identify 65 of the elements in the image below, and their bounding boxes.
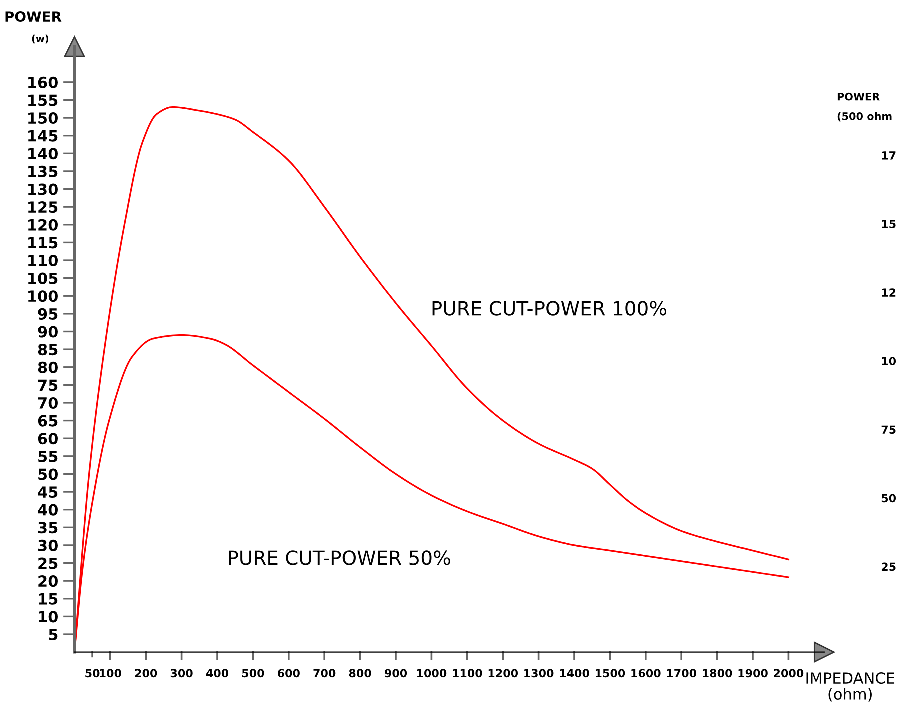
y-tick-label: 45 bbox=[38, 486, 58, 498]
x-tick-label: 1800 bbox=[703, 669, 732, 678]
x-tick-label: 1100 bbox=[453, 669, 482, 678]
text: 25 bbox=[882, 562, 896, 572]
y-tick-label: 70 bbox=[38, 397, 58, 410]
y-tick-label: 65 bbox=[38, 415, 58, 427]
text: 15 bbox=[882, 220, 896, 228]
y-tick-label: 100 bbox=[28, 290, 58, 302]
text: 12 bbox=[882, 288, 896, 297]
annotation: PURE CUT-POWER 100% bbox=[432, 301, 667, 316]
x-tick-label: 50 bbox=[86, 669, 100, 678]
x-tick-label: 600 bbox=[278, 669, 300, 678]
x-tick-label: 200 bbox=[135, 669, 158, 678]
y-tick-label: 75 bbox=[38, 380, 58, 392]
y-tick-label: 95 bbox=[38, 308, 58, 320]
x-tick-label: 300 bbox=[170, 669, 193, 678]
y-axis-title: POWER (w) bbox=[6, 12, 62, 44]
x-tick-label: 800 bbox=[349, 669, 372, 678]
x-tick-label: 1400 bbox=[560, 669, 590, 678]
y-tick-label: 55 bbox=[38, 451, 58, 462]
y-tick-label: 90 bbox=[38, 326, 58, 338]
y-tick-label: 160 bbox=[28, 76, 58, 88]
x-tick-label: 1000 bbox=[417, 669, 447, 678]
text: 50 bbox=[882, 494, 896, 503]
y-tick-label: 35 bbox=[38, 522, 58, 534]
y-tick-label: 40 bbox=[38, 504, 58, 516]
y-tick-label: 115 bbox=[28, 237, 58, 249]
y-tick-label: 10 bbox=[39, 611, 58, 623]
text: 17 bbox=[882, 152, 896, 160]
x-tick-label: 1300 bbox=[524, 669, 554, 678]
x-tick-label: 900 bbox=[384, 669, 408, 678]
y-tick-label: 140 bbox=[28, 148, 58, 160]
y-tick-label: 145 bbox=[28, 130, 58, 142]
x-tick-label: 1500 bbox=[596, 669, 626, 678]
y-tick-label: 30 bbox=[38, 540, 58, 552]
y-tick-label: 25 bbox=[38, 558, 58, 570]
y-tick-label: 125 bbox=[28, 202, 58, 214]
y-tick-label: 150 bbox=[28, 112, 58, 124]
y-tick-label: 5 bbox=[49, 629, 58, 641]
y-tick-label: 85 bbox=[38, 344, 58, 356]
x-tick-label: 1900 bbox=[738, 669, 768, 678]
y-tick-label: 15 bbox=[39, 594, 58, 605]
y-tick-label: 80 bbox=[38, 362, 58, 374]
y-tick-label: 135 bbox=[28, 166, 58, 178]
x-tick-label: 700 bbox=[314, 669, 336, 678]
y-tick-label: 60 bbox=[38, 433, 58, 445]
x-tick-label: 1600 bbox=[632, 669, 661, 678]
y-tick-label: 120 bbox=[28, 219, 58, 231]
x-tick-label: 100 bbox=[100, 669, 122, 678]
y-tick-label: 50 bbox=[38, 468, 58, 480]
y-tick-label: 105 bbox=[28, 272, 58, 284]
y-tick-label: 155 bbox=[28, 94, 58, 106]
y-tick-label: 130 bbox=[28, 184, 58, 196]
annotation: PURE CUT-POWER 50% bbox=[229, 550, 450, 566]
text: POWER (500 ohm bbox=[838, 92, 892, 122]
x-tick-label: 500 bbox=[242, 669, 264, 678]
x-tick-label: 2000 bbox=[774, 669, 804, 678]
x-tick-label: 1200 bbox=[488, 669, 518, 678]
x-tick-label: 1700 bbox=[667, 669, 697, 678]
text: 75 bbox=[882, 426, 896, 434]
x-tick-label: 400 bbox=[206, 669, 229, 678]
x-axis-title: IMPEDANCE (ohm) bbox=[806, 672, 895, 702]
y-tick-label: 110 bbox=[28, 254, 58, 267]
y-tick-label: 20 bbox=[38, 576, 58, 588]
text: 10 bbox=[882, 357, 896, 366]
